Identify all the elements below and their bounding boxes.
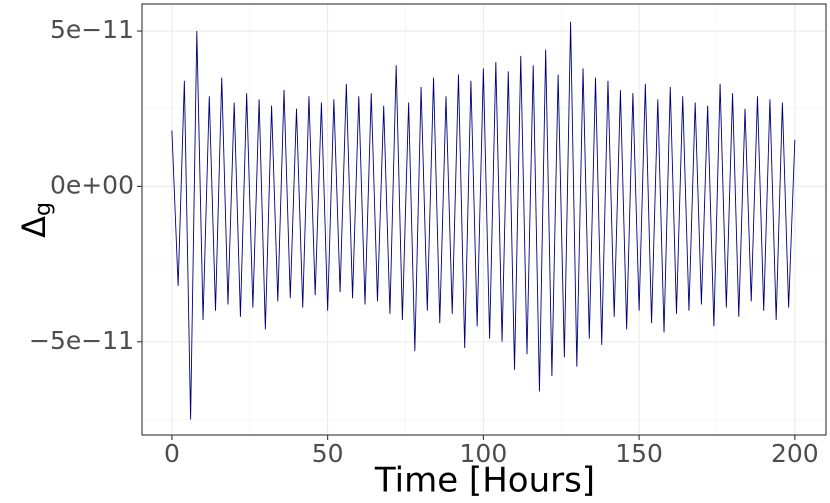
- y-axis-label: Δg: [15, 202, 56, 238]
- x-axis-label: Time [Hours]: [374, 461, 595, 501]
- y-tick-label: 5e−11: [50, 15, 134, 44]
- panel-border: [141, 3, 827, 436]
- x-tick-label: 100: [460, 439, 508, 468]
- x-tick-label: 0: [164, 439, 180, 468]
- x-tick-label: 50: [312, 439, 344, 468]
- y-label-main: Δ: [15, 216, 53, 238]
- x-tick-label: 200: [771, 439, 819, 468]
- data-line: [171, 21, 796, 420]
- y-tick-label: −5e−11: [29, 326, 134, 355]
- y-label-sub: g: [31, 202, 56, 216]
- y-tick-label: 0e+00: [50, 170, 134, 199]
- x-tick-label: 150: [615, 439, 663, 468]
